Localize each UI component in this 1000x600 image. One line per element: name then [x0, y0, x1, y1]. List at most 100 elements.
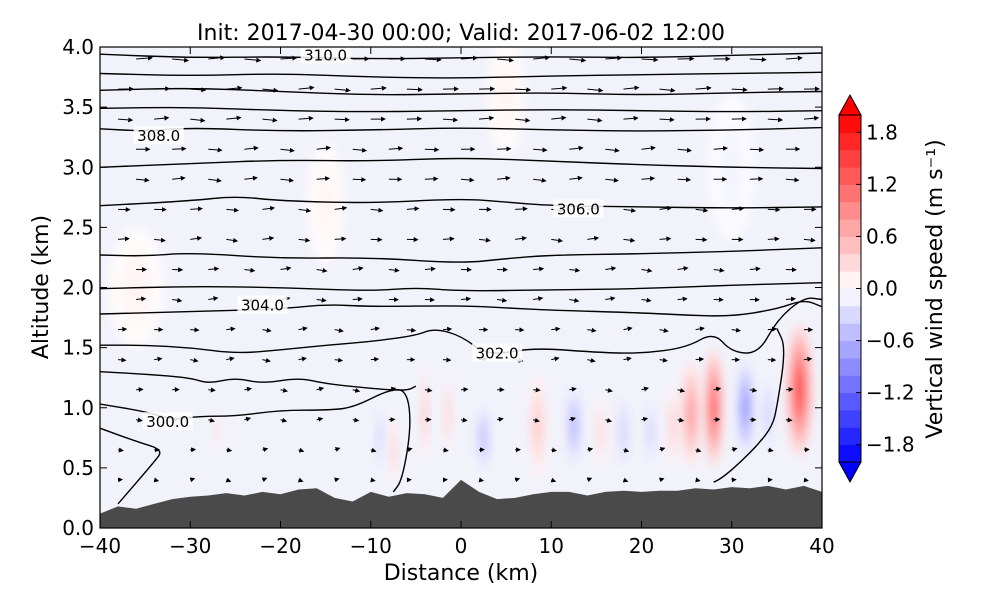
- wind-vector: [262, 205, 276, 211]
- wind-vector: [298, 237, 311, 243]
- wind-vector: [352, 147, 368, 153]
- colorbar-segment: [839, 305, 861, 324]
- x-axis-title: Distance (km): [384, 561, 539, 586]
- wind-vector: [695, 326, 705, 332]
- wind-vector: [262, 327, 272, 333]
- y-axis-title: Altitude (km): [29, 215, 54, 359]
- wind-vector: [641, 416, 649, 422]
- wind-vector: [334, 477, 340, 483]
- wind-vector: [605, 147, 620, 153]
- wind-vector: [587, 327, 597, 333]
- y-tick-label: 3.5: [62, 95, 94, 119]
- vertical-wind-cell: [704, 347, 723, 468]
- wind-vector: [136, 296, 147, 302]
- wind-vector: [641, 57, 659, 63]
- wind-vector: [803, 356, 813, 362]
- y-tick-label: 2.0: [62, 276, 94, 300]
- wind-vector: [136, 417, 143, 423]
- wind-vector: [352, 387, 361, 393]
- x-tick-label: −20: [259, 534, 301, 558]
- colorbar-segment: [839, 219, 861, 237]
- wind-vector: [334, 447, 341, 452]
- wind-vector: [713, 267, 725, 273]
- vertical-wind-cell: [566, 383, 582, 468]
- contour-labels: 310.0 308.0 306.0 304.0 302.0 300.0: [133, 45, 604, 431]
- wind-vector: [316, 297, 327, 303]
- wind-vector: [605, 296, 616, 302]
- wind-vector: [226, 356, 235, 362]
- isentrope-304: [100, 300, 822, 317]
- vertical-wind-cell: [529, 371, 546, 480]
- wind-vector: [118, 326, 128, 332]
- wind-vector: [569, 386, 577, 392]
- wind-vector: [785, 55, 803, 61]
- wind-vector: [261, 477, 268, 483]
- vertical-wind-cell-ring: [672, 417, 675, 435]
- wind-vector: [208, 55, 226, 61]
- wind-vector: [497, 175, 511, 181]
- wind-vector: [442, 326, 453, 332]
- colorbar-tick-label: −1.8: [866, 433, 915, 457]
- wind-vector: [225, 477, 232, 483]
- plot-background: [100, 47, 822, 528]
- colorbar-tick-label: 1.8: [866, 120, 898, 144]
- vertical-wind-cell: [389, 413, 397, 486]
- wind-vector: [154, 237, 166, 243]
- wind-vector: [623, 447, 630, 453]
- vertical-wind-cell: [307, 143, 344, 264]
- wind-vector: [460, 417, 468, 423]
- wind-vector: [479, 115, 495, 121]
- wind-vector: [731, 87, 748, 93]
- contour-label: 300.0: [146, 413, 189, 431]
- wind-vector: [659, 205, 673, 211]
- wind-vector: [262, 357, 271, 363]
- wind-vector: [623, 115, 639, 121]
- colorbar-tick-label: −0.6: [866, 329, 915, 353]
- wind-vector: [533, 177, 547, 183]
- x-axis: −40 −30 −20 −10 0 10 20 30 40: [79, 47, 835, 558]
- wind-vector: [497, 297, 508, 303]
- colorbar-segment: [839, 444, 861, 463]
- wind-vector: [659, 357, 668, 363]
- wind-vector: [551, 115, 567, 121]
- wind-vector: [586, 477, 593, 483]
- isentrope-310: [100, 52, 822, 60]
- wind-vector: [298, 207, 312, 213]
- wind-vector: [749, 387, 758, 393]
- wind-vector: [622, 477, 629, 483]
- wind-vector: [136, 177, 150, 183]
- colorbar-segment: [839, 271, 861, 289]
- wind-vector: [190, 117, 206, 123]
- wind-vector: [244, 267, 256, 273]
- vertical-wind-cell: [737, 359, 754, 456]
- colorbar-segment: [839, 236, 861, 255]
- vertical-wind-cell: [214, 413, 221, 450]
- wind-vector: [388, 386, 397, 392]
- colorbar-extend-min: [838, 461, 862, 484]
- wind-vector: [208, 417, 215, 423]
- colorbar-tick-label: 0.6: [866, 224, 898, 248]
- contour-label-bg: [237, 295, 288, 314]
- vertical-wind-cell: [595, 395, 607, 468]
- wind-vector: [569, 416, 576, 422]
- wind-vector: [533, 387, 541, 393]
- vertical-wind-cell: [618, 389, 629, 474]
- wind-vector: [406, 447, 413, 453]
- wind-vector: [118, 117, 134, 123]
- wind-vector: [659, 447, 666, 452]
- wind-vector: [298, 356, 307, 362]
- x-tick-label: 40: [809, 534, 834, 558]
- wind-vector: [677, 296, 688, 302]
- wind-vector: [226, 447, 233, 453]
- wind-vector: [605, 177, 619, 183]
- wind-vector: [713, 145, 729, 151]
- y-tick-label: 0.5: [62, 456, 94, 480]
- vertical-wind-cell: [786, 323, 813, 456]
- wind-vector: [767, 236, 780, 242]
- wind-vector: [641, 145, 656, 151]
- wind-vector: [605, 55, 623, 61]
- contour-label-bg: [133, 125, 184, 144]
- wind-vector: [190, 87, 207, 93]
- y-tick-label: 4.0: [62, 35, 94, 59]
- vertical-wind-cell: [667, 383, 679, 468]
